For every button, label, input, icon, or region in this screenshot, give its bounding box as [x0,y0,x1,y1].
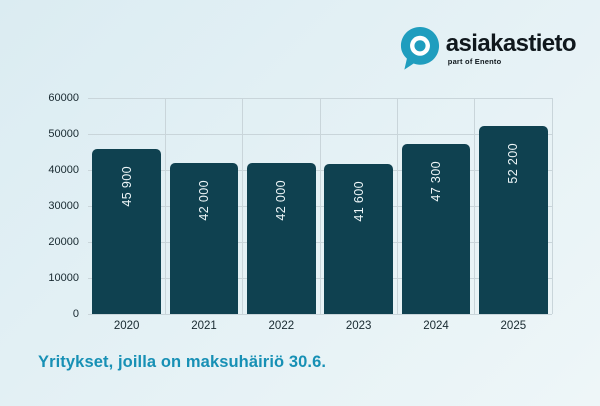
gridline-vertical [396,98,398,314]
bar-value-label-wrap: 41 600 [324,181,392,222]
y-axis-tick-label: 50000 [48,128,79,140]
bar-chart-plot-area: 0 10000 20000 30000 40000 50000 60000 45 900 202… [48,92,553,332]
bar-2021: 42 000 [169,162,239,314]
gridline-vertical [164,98,166,314]
logo-tagline: part of Enento [447,56,502,66]
bar-value-label: 52 200 [506,143,521,184]
bar-value-label: 41 600 [351,181,366,222]
gridline-vertical [474,98,476,314]
gridline-horizontal [88,313,552,315]
x-axis-label-2020: 2020 [113,320,140,332]
gridline-vertical [242,98,244,314]
bar-2025: 52 200 [479,126,548,314]
bar-2024: 47 300 [401,143,471,314]
bar-2020: 45 900 [92,148,161,314]
asiakastieto-logo: asiakastieto part of Enento [400,27,577,70]
y-axis-tick-label: 10000 [48,272,79,284]
bar-value-label-wrap: 42 000 [247,180,315,221]
gridline-vertical [319,98,321,314]
chart-caption: Yritykset, joilla on maksuhäiriö 30.6. [38,353,327,371]
y-axis-tick-label: 40000 [48,164,79,176]
y-axis-tick-label: 0 [72,308,79,320]
x-axis-label-2022: 2022 [268,320,295,332]
logo-text-block: asiakastieto part of Enento [445,30,577,66]
bar-value-label-wrap: 52 200 [479,143,547,184]
logo-wordmark: asiakastieto [445,30,577,58]
bar-value-label-wrap: 45 900 [92,166,160,207]
y-axis-tick-label: 60000 [48,92,79,104]
bar-value-label-wrap: 47 300 [402,161,470,202]
asiakastieto-logo-icon [400,27,439,70]
bar-value-label: 47 300 [428,160,443,202]
bar-2023: 41 600 [324,164,393,314]
x-axis-label-2024: 2024 [423,320,449,332]
x-axis-label-2021: 2021 [191,320,217,332]
y-axis-tick-label: 30000 [48,200,79,212]
y-axis-tick-label: 20000 [48,236,79,248]
bar-value-label: 42 000 [274,179,289,221]
bar-2022: 42 000 [247,162,316,314]
x-axis-label-2023: 2023 [345,320,372,332]
bar-value-label-wrap: 42 000 [170,180,238,221]
x-axis-label-2025: 2025 [500,320,527,332]
bar-value-label: 45 900 [119,165,134,207]
gridline-vertical [551,98,553,314]
bar-value-label: 42 000 [196,179,211,221]
